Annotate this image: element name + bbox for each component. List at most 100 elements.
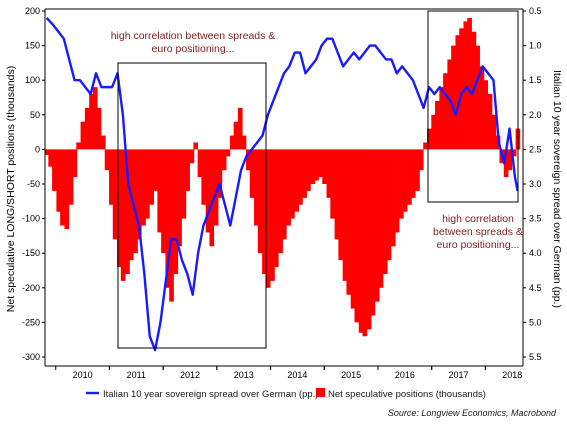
position-bar [104, 149, 110, 171]
left-tick-labels: 200 150 100 50 0 -50 -100 -150 -200 -250 -300 [22, 6, 45, 362]
position-bar [262, 149, 267, 274]
position-bar [213, 149, 219, 226]
position-bar [225, 149, 231, 157]
left-tick-label: -250 [22, 317, 40, 327]
position-bar [64, 149, 70, 229]
position-bar [318, 149, 324, 178]
position-bar [294, 149, 299, 212]
position-bar [205, 149, 211, 233]
right-tick-label: 5.5 [529, 352, 542, 362]
position-bar [80, 121, 86, 150]
position-bar [350, 149, 356, 309]
position-bar [177, 149, 182, 247]
position-bar [415, 149, 420, 191]
position-bar [245, 149, 251, 171]
position-bar [507, 149, 513, 171]
position-bar [96, 107, 102, 150]
position-bar [298, 149, 303, 205]
position-bar [72, 149, 78, 178]
left-axis-title: Net speculative LONG/SHORT positions (th… [5, 66, 17, 312]
annotation-box-2011 [117, 62, 267, 349]
position-bar [407, 149, 412, 205]
right-tick-label: 2.0 [529, 110, 542, 120]
source-note: Source: Longview Economics, Macrobond [388, 408, 557, 418]
position-bar [459, 28, 464, 150]
position-bar [189, 149, 195, 164]
position-bar [265, 149, 271, 288]
position-bar [233, 121, 239, 150]
position-bar [306, 149, 311, 191]
left-tick-label: -200 [22, 283, 40, 293]
left-tick-label: 0 [35, 144, 40, 154]
positions-bars [44, 17, 521, 337]
left-tick-label: -50 [27, 179, 40, 189]
position-bar [354, 149, 360, 323]
position-bar [141, 149, 146, 226]
position-bar [463, 21, 469, 150]
position-bar [128, 149, 134, 261]
left-tick-label: 100 [25, 75, 40, 85]
position-bar [185, 149, 190, 191]
position-bar [229, 135, 235, 150]
annotation-box-2017 [427, 10, 519, 203]
position-bar [281, 149, 287, 240]
position-bar [120, 149, 126, 281]
position-bar [358, 149, 364, 333]
position-bar [423, 142, 428, 150]
annotation-1-line-1: high correlation between spreads & [111, 30, 276, 42]
position-bar [366, 149, 372, 330]
position-bar [254, 149, 259, 226]
spread-line [45, 17, 519, 352]
left-tick-label: 150 [25, 41, 40, 51]
position-bar [52, 149, 57, 191]
position-bar [483, 80, 489, 150]
position-bar [237, 107, 243, 150]
position-bar [60, 149, 65, 226]
position-bar [273, 149, 279, 268]
x-tick-label: 2010 [73, 370, 93, 380]
position-bar [169, 149, 174, 302]
position-bar [435, 100, 440, 150]
position-bar [386, 149, 392, 261]
position-bar [89, 94, 94, 150]
position-bar [479, 66, 485, 150]
position-bar [217, 149, 223, 198]
position-bar [322, 149, 327, 184]
x-tick-labels: 2010 2011 2012 2013 2014 2015 2016 2017 2018 [55, 366, 522, 380]
annotation-1-line-2: euro positioning... [152, 43, 235, 55]
position-bar [153, 149, 158, 191]
position-bar [84, 107, 90, 150]
x-tick-label: 2017 [449, 370, 469, 380]
position-bar [342, 149, 348, 281]
position-bar [270, 149, 275, 281]
position-bar [330, 149, 335, 219]
position-bar [467, 17, 472, 150]
position-bar [370, 149, 376, 316]
position-bar [310, 149, 316, 184]
position-bar [451, 45, 456, 150]
position-bar [338, 149, 344, 261]
annotation-2-line-3: euro positioning... [437, 239, 520, 251]
position-bar [249, 149, 255, 198]
position-bar [402, 149, 408, 212]
position-bar [145, 149, 150, 219]
annotation-2-line-1: high correlation [442, 213, 514, 225]
right-tick-label: 2.5 [529, 144, 542, 154]
right-tick-label: 4.0 [529, 248, 542, 258]
position-bar [503, 149, 509, 178]
right-tick-label: 3.0 [529, 179, 542, 189]
position-bar [302, 149, 308, 198]
position-bar [181, 149, 187, 219]
right-tick-label: 4.5 [529, 283, 542, 293]
right-axis-title: Italian 10 year sovereign spread over Ge… [551, 70, 563, 308]
position-bar [426, 128, 432, 150]
position-bar [491, 114, 497, 150]
position-bar [278, 149, 283, 254]
position-bar [418, 149, 424, 171]
position-bar [326, 149, 332, 198]
position-bar [257, 149, 263, 254]
x-tick-label: 2016 [395, 370, 415, 380]
position-bar [165, 149, 171, 288]
position-bar [439, 87, 444, 150]
position-bar [431, 114, 436, 150]
